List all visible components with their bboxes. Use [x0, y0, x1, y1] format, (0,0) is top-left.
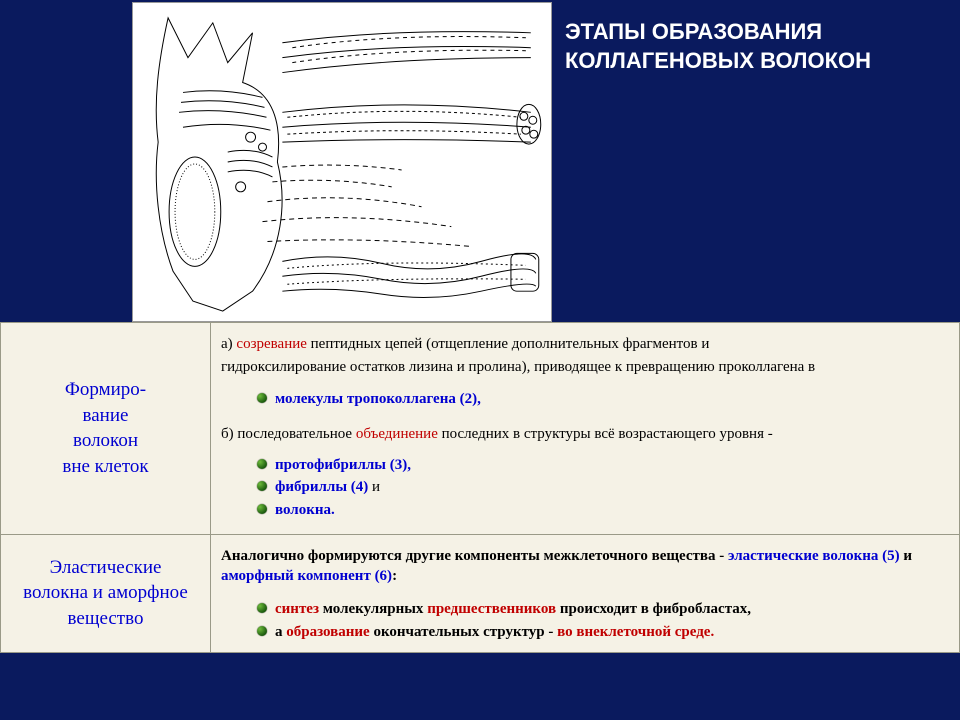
label-text: волокна и аморфное	[7, 580, 204, 606]
text: последних в структуры всё возрастающего …	[438, 426, 773, 442]
slide-title: ЭТАПЫ ОБРАЗОВАНИЯ КОЛЛАГЕНОВЫХ ВОЛОКОН	[565, 18, 871, 75]
para-a: а) созревание пептидных цепей (отщеплени…	[221, 334, 949, 354]
text-blue: аморфный компонент (6)	[221, 568, 392, 584]
content-table: Формиро- вание волокон вне клеток а) соз…	[0, 322, 960, 653]
cell-diagram	[132, 2, 552, 322]
text-red: объединение	[356, 426, 438, 442]
row2-content: Аналогично формируются другие компоненты…	[211, 534, 960, 652]
bullet-icon	[257, 459, 267, 469]
text: пептидных цепей (отщепление дополнительн…	[307, 336, 710, 352]
label-text: вне клеток	[7, 454, 204, 480]
text: происходит в фибробластах,	[556, 601, 751, 617]
bullet-icon	[257, 603, 267, 613]
label-text: Эластические	[7, 555, 204, 581]
bullet-text: фибриллы (4)	[275, 479, 368, 495]
para-b: б) последовательное объединение последни…	[221, 424, 949, 444]
label-text: Формиро-	[7, 377, 204, 403]
text: б) последовательное	[221, 426, 356, 442]
table-row: Формиро- вание волокон вне клеток а) соз…	[1, 323, 960, 535]
row2-label: Эластические волокна и аморфное вещество	[1, 534, 211, 652]
bullet-icon	[257, 504, 267, 514]
bullet-item: а образование окончательных структур - в…	[221, 622, 949, 642]
bullet-item: молекулы тропоколлагена (2),	[221, 389, 949, 409]
row1-content: а) созревание пептидных цепей (отщеплени…	[211, 323, 960, 535]
label-text: вание	[7, 403, 204, 429]
label-text: вещество	[7, 606, 204, 632]
bullet-icon	[257, 481, 267, 491]
text-red: образование	[286, 624, 369, 640]
text-red: во внеклеточной среде.	[557, 624, 714, 640]
bullet-icon	[257, 626, 267, 636]
text-red: предшественников	[427, 601, 556, 617]
text: а)	[221, 336, 236, 352]
cell-diagram-svg	[133, 3, 551, 321]
text-blue: эластические волокна (5)	[728, 548, 900, 564]
bullet-item: волокна.	[221, 500, 949, 520]
text: окончательных структур -	[370, 624, 557, 640]
para-r2: Аналогично формируются другие компоненты…	[221, 546, 949, 587]
text-red: созревание	[236, 336, 307, 352]
bullet-text: протофибриллы (3),	[275, 457, 411, 473]
para-a-cont: гидроксилирование остатков лизина и прол…	[221, 357, 949, 377]
title-line-2: КОЛЛАГЕНОВЫХ ВОЛОКОН	[565, 47, 871, 76]
text: молекулярных	[319, 601, 427, 617]
table-row: Эластические волокна и аморфное вещество…	[1, 534, 960, 652]
bullet-item: фибриллы (4) и	[221, 477, 949, 497]
bullet-icon	[257, 393, 267, 403]
text: и	[368, 479, 380, 495]
text: и	[900, 548, 912, 564]
text: Аналогично формируются другие компоненты…	[221, 548, 728, 564]
label-text: волокон	[7, 428, 204, 454]
title-line-1: ЭТАПЫ ОБРАЗОВАНИЯ	[565, 18, 871, 47]
bullet-text: волокна.	[275, 502, 335, 518]
text-red: синтез	[275, 601, 319, 617]
row1-label: Формиро- вание волокон вне клеток	[1, 323, 211, 535]
bullet-text: молекулы тропоколлагена (2),	[275, 391, 481, 407]
text: гидроксилирование остатков лизина и прол…	[221, 359, 815, 375]
text: а	[275, 624, 286, 640]
bullet-item: протофибриллы (3),	[221, 455, 949, 475]
bullet-item: синтез молекулярных предшественников про…	[221, 599, 949, 619]
text: :	[392, 568, 397, 584]
